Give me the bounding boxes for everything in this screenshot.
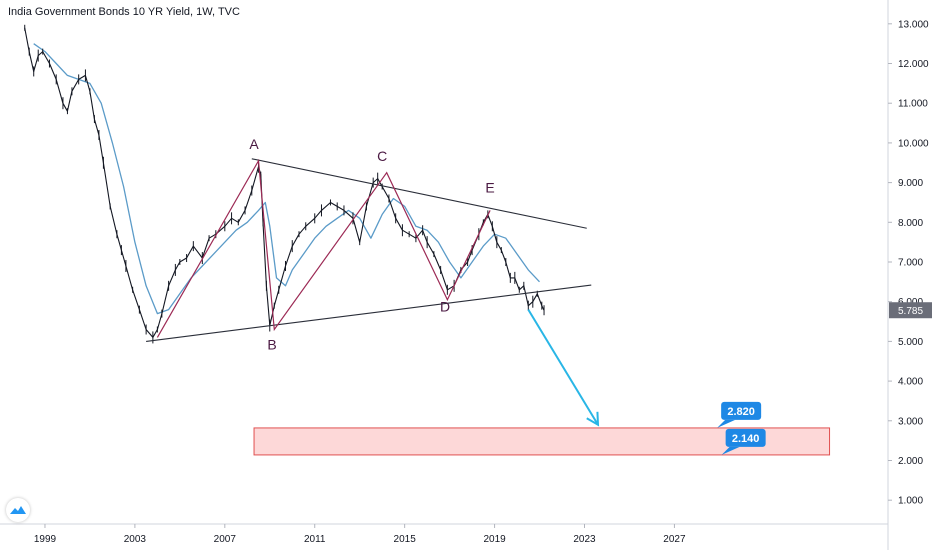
y-tick-label: 9.000 <box>898 178 923 189</box>
price-line[interactable] <box>24 27 545 338</box>
x-tick-label: 2023 <box>573 534 596 545</box>
target-arrow-head <box>586 411 600 427</box>
last-price-box <box>889 302 932 319</box>
y-axis-ticks: 1.0002.0003.0004.0005.0006.0007.0008.000… <box>888 19 929 507</box>
callout-label: 2.140 <box>732 433 760 445</box>
last-price-label: 5.785 <box>898 306 923 317</box>
y-tick-label: 13.000 <box>898 19 929 30</box>
callout-box <box>725 428 766 447</box>
x-tick-label: 1999 <box>34 534 57 545</box>
tradingview-logo[interactable] <box>6 498 30 522</box>
callout-pointer <box>717 419 736 428</box>
chart-title: India Government Bonds 10 YR Yield, 1W, … <box>8 6 240 18</box>
y-tick-label: 4.000 <box>898 377 923 388</box>
y-tick-label: 3.000 <box>898 416 923 427</box>
callout-box <box>721 401 762 420</box>
y-tick-label: 2.000 <box>898 456 923 467</box>
price-callout-2-140[interactable]: 2.140 <box>721 428 766 455</box>
wave-label-d: D <box>440 299 450 315</box>
trendline-upper[interactable] <box>251 158 587 229</box>
wave-label-e: E <box>485 180 494 196</box>
x-axis-ticks: 1999 2003 2007 2011 2015 2019 2023 2027 <box>34 524 686 545</box>
trendline-lower[interactable] <box>146 284 592 342</box>
abcde-wave-path[interactable] <box>156 158 491 338</box>
y-tick-label: 12.000 <box>898 59 929 70</box>
y-tick-label: 1.000 <box>898 496 923 507</box>
target-arrow[interactable] <box>527 309 599 426</box>
last-price-tag: 5.785 <box>889 302 932 319</box>
x-tick-label: 2015 <box>394 534 417 545</box>
x-tick-label: 2011 <box>304 534 326 545</box>
x-tick-label: 2007 <box>214 534 237 545</box>
price-callout-2-820[interactable]: 2.820 <box>717 401 762 428</box>
wave-label-b: B <box>267 336 276 352</box>
y-tick-label: 11.000 <box>898 99 928 110</box>
logo-mountain-icon <box>10 506 26 514</box>
moving-average-line[interactable] <box>33 43 540 315</box>
x-tick-label: 2003 <box>124 534 147 545</box>
x-tick-label: 2027 <box>663 534 686 545</box>
callout-label: 2.820 <box>727 406 755 418</box>
wave-label-a: A <box>249 136 259 152</box>
wave-label-c: C <box>377 148 387 164</box>
y-tick-label: 7.000 <box>898 258 923 269</box>
x-tick-label: 2019 <box>483 534 506 545</box>
y-tick-label: 8.000 <box>898 218 923 229</box>
y-tick-label: 10.000 <box>898 138 929 149</box>
callout-pointer <box>721 446 740 455</box>
y-tick-label: 5.000 <box>898 337 923 348</box>
